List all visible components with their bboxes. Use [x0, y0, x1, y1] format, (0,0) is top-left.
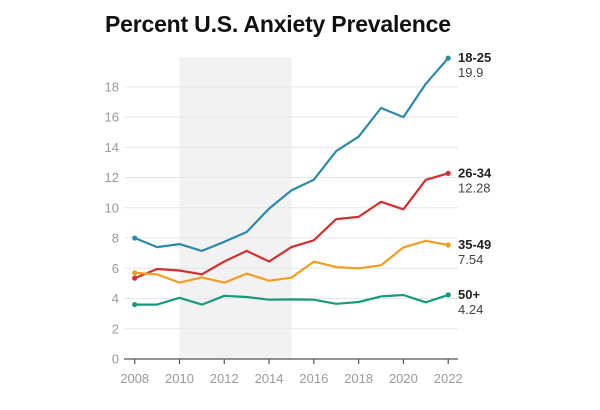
y-tick-label: 18 [105, 79, 119, 94]
x-tick-label: 2012 [210, 371, 239, 386]
series-line-26-34 [133, 172, 450, 280]
series-start-point [132, 235, 138, 241]
series-end-point [445, 55, 451, 61]
chart-title: Percent U.S. Anxiety Prevalence [105, 11, 451, 37]
y-tick-label: 10 [105, 200, 119, 215]
series-line-35-49 [133, 239, 450, 284]
axes-layer: 2008 2010 2012 2014 2016 2018 2020 2022 [120, 358, 463, 386]
series-start-point [132, 301, 138, 308]
x-tick-label: 2010 [165, 371, 194, 386]
y-tick-label: 16 [105, 110, 119, 125]
series-end-point [445, 242, 451, 248]
series-start-point [132, 275, 138, 281]
series-value-label: 4.24 [458, 302, 483, 317]
y-tick-label: 14 [105, 140, 119, 155]
x-tick-label: 2016 [299, 371, 328, 386]
x-tick-label: 2014 [255, 371, 284, 386]
x-tick-label: 2022 [434, 371, 463, 386]
y-tick-label: 0 [112, 352, 119, 367]
series-name-label: 18-25 [458, 50, 491, 65]
series-name-label: 50+ [458, 287, 480, 302]
series-name-label: 35-49 [458, 237, 491, 252]
series-name-label: 26-34 [458, 165, 492, 180]
series-end-point [445, 170, 451, 176]
series-end-point [445, 292, 451, 298]
y-tick-label: 2 [112, 321, 119, 336]
y-tick-label: 6 [112, 261, 119, 276]
x-tick-label: 2018 [344, 371, 373, 386]
series-value-label: 7.54 [458, 252, 483, 267]
y-tick-label: 8 [112, 231, 119, 246]
series-line-50+ [133, 293, 450, 306]
series-start-point [132, 270, 138, 276]
x-tick-label: 2020 [389, 371, 418, 386]
series-value-label: 19.9 [458, 65, 483, 80]
series-line-18-25 [133, 56, 450, 252]
y-tick-label: 12 [105, 170, 119, 185]
series-layer [132, 55, 451, 308]
x-tick-label: 2008 [120, 371, 149, 386]
series-value-label: 12.28 [458, 180, 491, 195]
y-tick-label: 4 [112, 291, 119, 306]
